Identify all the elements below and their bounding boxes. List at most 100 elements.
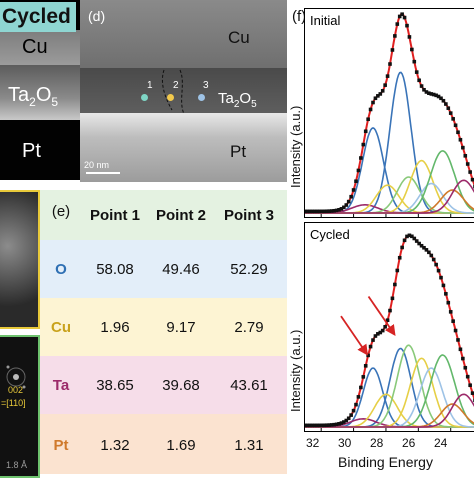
data-point	[439, 275, 443, 280]
point-1-number: 1	[147, 80, 153, 91]
strip-ta2o5-label: Ta2O5	[8, 84, 59, 109]
table-cell: 1.96	[100, 318, 130, 336]
data-point	[456, 130, 460, 135]
data-point	[325, 209, 329, 214]
table-header-band	[40, 190, 287, 240]
data-point	[373, 334, 378, 338]
element-pt: Pt	[53, 436, 69, 454]
data-point	[337, 422, 341, 426]
header-point-2: Point 2	[155, 206, 206, 224]
plot-initial-svg	[305, 12, 474, 217]
data-point	[346, 199, 351, 204]
data-point	[334, 422, 339, 427]
data-point	[410, 234, 414, 239]
data-point	[305, 423, 310, 428]
strip-cu-label: Cu	[22, 36, 48, 58]
x-tick-label: 30	[338, 436, 352, 450]
data-point	[414, 70, 419, 74]
annotation-arrow-1	[340, 315, 369, 356]
data-point	[419, 84, 424, 88]
data-point	[448, 310, 453, 314]
point-2-marker	[167, 94, 174, 101]
data-point	[383, 325, 387, 329]
data-point	[334, 208, 339, 213]
data-point	[356, 395, 361, 399]
data-point	[322, 209, 327, 214]
data-point	[339, 207, 344, 211]
data-point	[363, 129, 368, 134]
data-point	[465, 162, 470, 166]
data-point	[439, 96, 443, 101]
data-point	[385, 74, 390, 78]
data-point	[400, 12, 404, 17]
fft-pattern	[6, 365, 26, 389]
data-point	[402, 15, 407, 20]
data-point	[434, 262, 438, 267]
data-point	[368, 344, 373, 349]
annotation-arrow-2	[367, 295, 396, 336]
ta2o5-layer-band	[0, 65, 80, 120]
data-point	[310, 209, 315, 214]
data-point	[424, 248, 429, 252]
data-point	[456, 338, 460, 342]
table-cell: 52.29	[230, 260, 268, 278]
data-point	[346, 416, 351, 421]
xlabel: Binding Energy	[338, 454, 433, 470]
data-point	[361, 375, 366, 379]
table-cell: 1.31	[234, 436, 264, 454]
fit-component-6	[305, 367, 474, 428]
data-point	[412, 59, 417, 64]
data-point	[461, 145, 465, 150]
d-ta2o5-region	[80, 68, 287, 113]
panel-d-label: (d)	[88, 8, 106, 24]
data-point	[342, 205, 346, 210]
data-point	[354, 179, 358, 184]
data-point	[366, 117, 370, 122]
data-point	[388, 308, 392, 313]
data-point	[308, 423, 312, 428]
data-point	[441, 283, 446, 288]
data-point	[359, 385, 363, 390]
data-point	[427, 91, 431, 96]
data-point	[444, 292, 448, 296]
panel-e-table: (e) Point 1 Point 2 Point 3 O 58.08 49.4…	[40, 190, 287, 474]
tem-image-cycled: Cycled Cu Ta2O5 Pt	[0, 0, 80, 180]
data-point	[327, 423, 332, 427]
data-point	[378, 92, 383, 96]
fit-component-9	[305, 393, 474, 428]
data-point	[444, 102, 448, 106]
data-point	[453, 123, 458, 128]
data-point	[305, 209, 310, 214]
data-point	[400, 245, 404, 250]
data-point	[371, 338, 375, 342]
table-cell: 43.61	[230, 376, 268, 394]
ylabel-bottom: Intensity (a.u.)	[288, 329, 303, 412]
d-cu-region	[80, 0, 287, 68]
fit-component-5	[305, 357, 474, 428]
data-point	[310, 423, 315, 428]
data-point	[465, 374, 470, 379]
data-point	[436, 268, 441, 273]
fft-miller-index: 002	[8, 385, 24, 395]
table-cell: 39.68	[162, 376, 200, 394]
d-cu-label: Cu	[228, 28, 250, 47]
data-point	[339, 421, 344, 425]
x-tick-label: 32	[306, 436, 320, 450]
table-cell: 1.32	[100, 436, 130, 454]
data-point	[405, 23, 409, 28]
d-pt-region	[80, 113, 287, 182]
data-point	[332, 422, 336, 427]
data-point	[417, 78, 421, 83]
data-point	[337, 207, 341, 212]
data-point	[312, 423, 317, 428]
data-point	[446, 106, 451, 110]
cu-layer-band	[0, 30, 80, 65]
data-point	[320, 209, 324, 214]
data-point	[463, 365, 468, 370]
data-point	[407, 35, 412, 39]
data-point	[402, 238, 407, 243]
point-3-marker	[198, 94, 205, 101]
data-point	[388, 62, 392, 66]
data-point	[351, 408, 356, 413]
data-point	[378, 330, 383, 335]
